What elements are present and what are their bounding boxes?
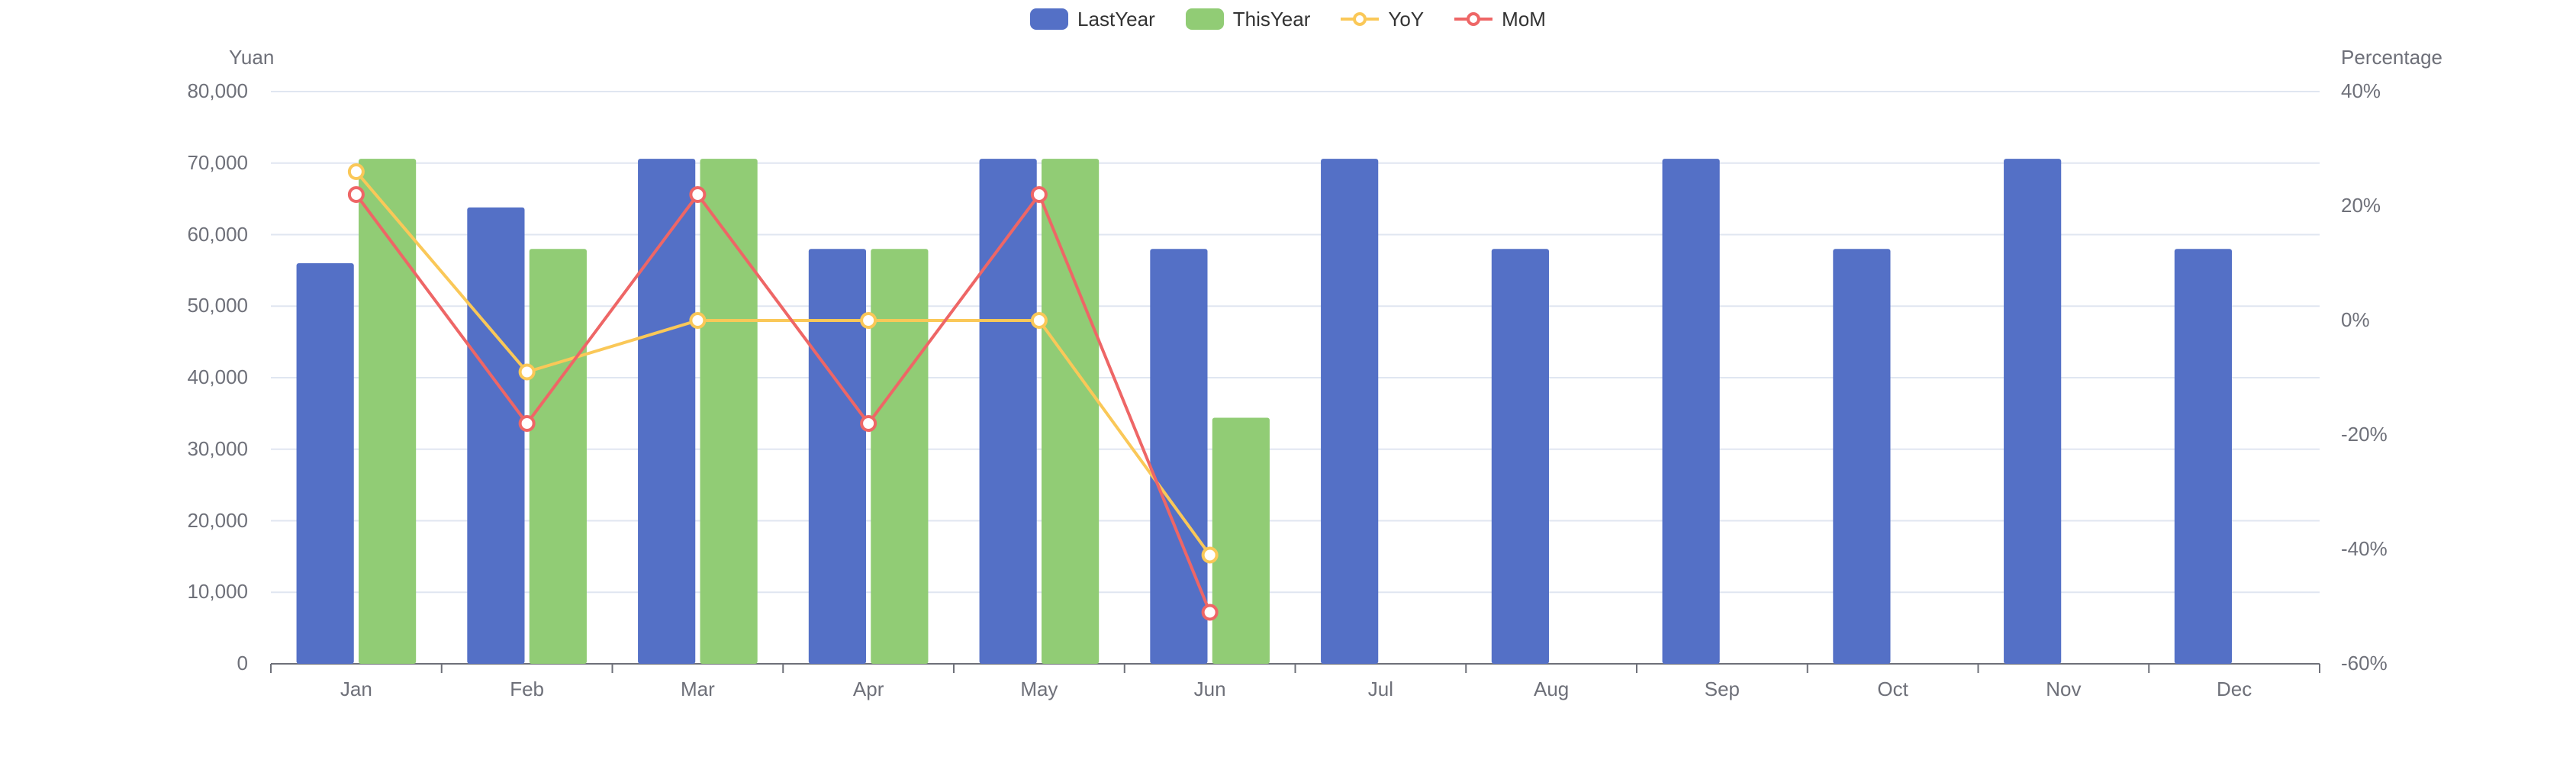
x-tick: Jun bbox=[1164, 678, 1256, 701]
y-left-tick: 50,000 bbox=[134, 294, 248, 317]
bar-lastyear-jan[interactable] bbox=[297, 263, 354, 664]
bar-lastyear-aug[interactable] bbox=[1492, 249, 1549, 664]
marker-mom[interactable] bbox=[349, 188, 363, 201]
marker-yoy[interactable] bbox=[520, 365, 534, 379]
marker-mom[interactable] bbox=[1032, 188, 1046, 201]
marker-yoy[interactable] bbox=[349, 165, 363, 179]
y-left-tick: 40,000 bbox=[134, 365, 248, 389]
marker-mom[interactable] bbox=[1203, 606, 1217, 620]
chart-legend: LastYear ThisYear YoY MoM bbox=[0, 0, 2576, 38]
y-left-tick: 70,000 bbox=[134, 151, 248, 175]
legend-swatch-mom bbox=[1454, 18, 1492, 21]
x-tick: Sep bbox=[1676, 678, 1768, 701]
legend-label-yoy: YoY bbox=[1388, 8, 1424, 31]
legend-label-lastyear: LastYear bbox=[1077, 8, 1155, 31]
y-left-tick: 0 bbox=[134, 652, 248, 675]
chart-container: LastYear ThisYear YoY MoM Yuan Percentag… bbox=[0, 0, 2576, 763]
y-left-axis-title: Yuan bbox=[229, 46, 274, 69]
legend-label-mom: MoM bbox=[1502, 8, 1546, 31]
legend-item-yoy[interactable]: YoY bbox=[1341, 8, 1424, 31]
bar-lastyear-dec[interactable] bbox=[2175, 249, 2232, 664]
marker-yoy[interactable] bbox=[691, 314, 704, 327]
y-right-tick: -20% bbox=[2341, 423, 2388, 446]
legend-item-thisyear[interactable]: ThisYear bbox=[1186, 8, 1311, 31]
x-tick: Dec bbox=[2188, 678, 2280, 701]
legend-swatch-yoy bbox=[1341, 18, 1379, 21]
y-right-tick: -40% bbox=[2341, 537, 2388, 561]
x-tick: Jan bbox=[311, 678, 402, 701]
bar-lastyear-jul[interactable] bbox=[1321, 159, 1378, 664]
bar-thisyear-jun[interactable] bbox=[1212, 418, 1270, 665]
y-left-tick: 60,000 bbox=[134, 223, 248, 246]
bar-lastyear-oct[interactable] bbox=[1833, 249, 1890, 664]
y-right-tick: -60% bbox=[2341, 652, 2388, 675]
bar-thisyear-feb[interactable] bbox=[530, 249, 587, 664]
marker-mom[interactable] bbox=[861, 417, 875, 430]
marker-mom[interactable] bbox=[691, 188, 704, 201]
x-tick: Nov bbox=[2017, 678, 2109, 701]
y-left-tick: 80,000 bbox=[134, 79, 248, 103]
legend-label-thisyear: ThisYear bbox=[1233, 8, 1311, 31]
bar-thisyear-apr[interactable] bbox=[871, 249, 928, 664]
x-tick: Apr bbox=[823, 678, 914, 701]
legend-swatch-thisyear bbox=[1186, 8, 1224, 30]
x-tick: May bbox=[993, 678, 1085, 701]
x-tick: Oct bbox=[1847, 678, 1939, 701]
bar-lastyear-nov[interactable] bbox=[2004, 159, 2061, 664]
legend-item-mom[interactable]: MoM bbox=[1454, 8, 1546, 31]
chart-plot bbox=[0, 0, 2576, 763]
bar-lastyear-sep[interactable] bbox=[1663, 159, 1720, 664]
y-right-axis-title: Percentage bbox=[2341, 46, 2442, 69]
y-left-tick: 30,000 bbox=[134, 437, 248, 461]
legend-swatch-lastyear bbox=[1030, 8, 1068, 30]
marker-yoy[interactable] bbox=[1203, 549, 1217, 562]
marker-yoy[interactable] bbox=[861, 314, 875, 327]
bar-thisyear-may[interactable] bbox=[1042, 159, 1099, 664]
y-right-tick: 20% bbox=[2341, 194, 2381, 217]
x-tick: Mar bbox=[652, 678, 743, 701]
bar-lastyear-apr[interactable] bbox=[809, 249, 866, 664]
marker-yoy[interactable] bbox=[1032, 314, 1046, 327]
marker-mom[interactable] bbox=[520, 417, 534, 430]
bar-lastyear-feb[interactable] bbox=[467, 208, 524, 664]
x-tick: Feb bbox=[481, 678, 573, 701]
x-tick: Aug bbox=[1505, 678, 1597, 701]
x-tick: Jul bbox=[1335, 678, 1426, 701]
y-left-tick: 20,000 bbox=[134, 509, 248, 533]
bar-lastyear-jun[interactable] bbox=[1150, 249, 1207, 664]
y-right-tick: 40% bbox=[2341, 79, 2381, 103]
legend-item-lastyear[interactable]: LastYear bbox=[1030, 8, 1155, 31]
y-right-tick: 0% bbox=[2341, 308, 2370, 332]
y-left-tick: 10,000 bbox=[134, 580, 248, 604]
